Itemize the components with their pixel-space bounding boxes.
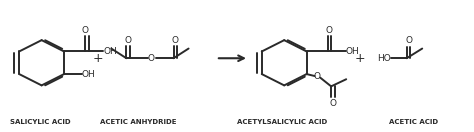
Text: O: O bbox=[172, 36, 179, 45]
Text: O: O bbox=[148, 54, 155, 63]
Text: +: + bbox=[354, 52, 365, 65]
Text: ACETIC ANHYDRIDE: ACETIC ANHYDRIDE bbox=[100, 119, 176, 125]
Text: OH: OH bbox=[82, 70, 96, 79]
Text: O: O bbox=[313, 72, 320, 81]
Text: O: O bbox=[125, 36, 132, 45]
Text: OH: OH bbox=[103, 47, 117, 56]
Text: SALICYLIC ACID: SALICYLIC ACID bbox=[10, 119, 71, 125]
Text: ACETIC ACID: ACETIC ACID bbox=[389, 119, 438, 125]
Text: O: O bbox=[405, 36, 412, 45]
Text: O: O bbox=[326, 26, 333, 35]
Text: OH: OH bbox=[346, 47, 359, 56]
Text: ACETYLSALICYLIC ACID: ACETYLSALICYLIC ACID bbox=[237, 119, 327, 125]
Text: O: O bbox=[329, 99, 337, 108]
Text: HO: HO bbox=[377, 54, 391, 63]
Text: +: + bbox=[93, 52, 103, 65]
Text: O: O bbox=[82, 26, 89, 35]
